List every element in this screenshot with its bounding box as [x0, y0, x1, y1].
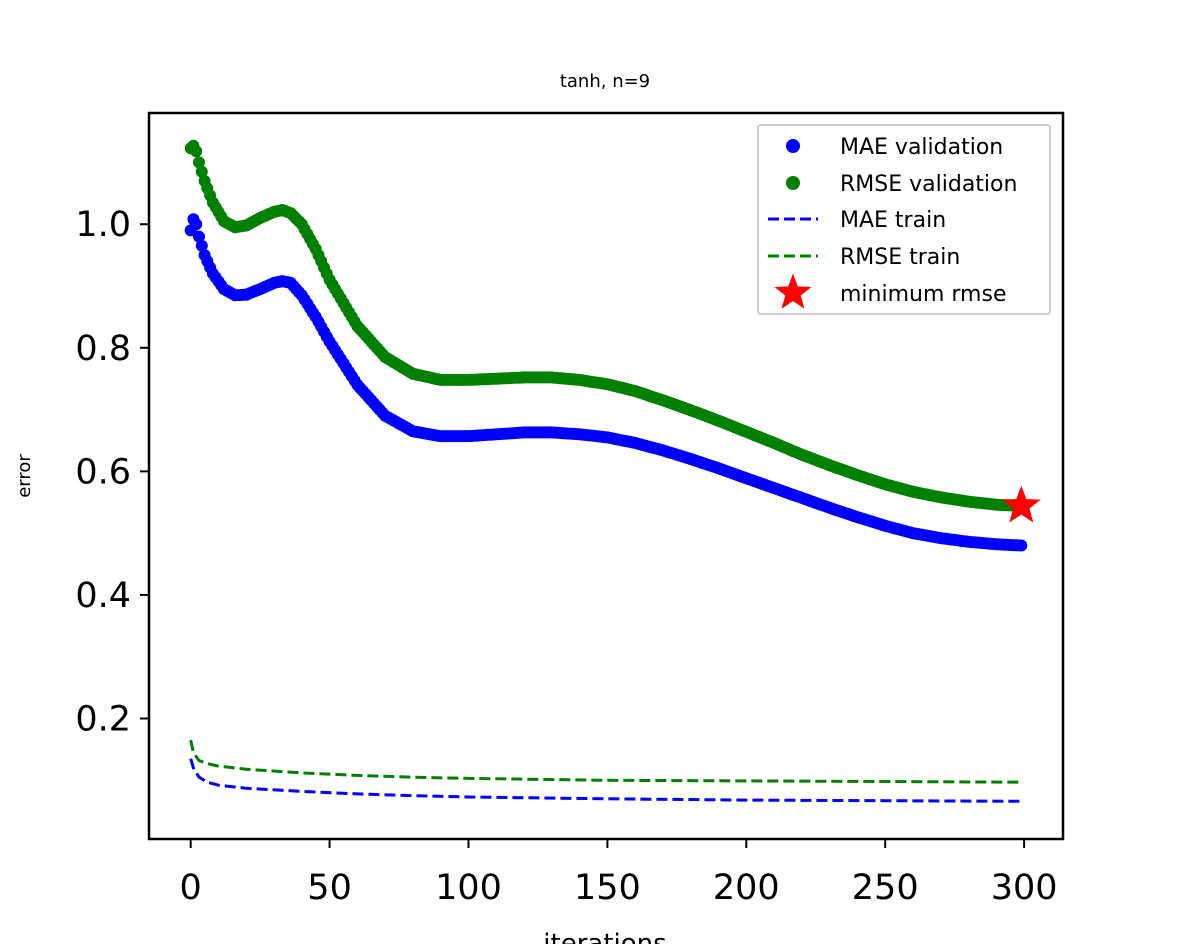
- y-tick-label: 0.8: [75, 329, 131, 369]
- y-tick-label: 0.4: [75, 576, 131, 616]
- axes-frame: [147, 111, 1065, 841]
- legend: MAE validation RMSE validation MAE train RM…: [757, 124, 1051, 315]
- x-tick-label: 200: [713, 868, 780, 908]
- minimum-rmse-star: [1001, 485, 1041, 523]
- series-rmse-train: [189, 739, 1022, 784]
- legend-entry-label: RMSE train: [840, 245, 960, 270]
- chart-title: tanh, n=9: [560, 71, 650, 92]
- y-tick-label: 1.0: [75, 205, 131, 245]
- series-rmse-validation: [184, 139, 1028, 512]
- x-tick-label: 0: [180, 868, 202, 908]
- y-tick-label: 0.6: [75, 452, 131, 492]
- x-tick-label: 300: [991, 868, 1058, 908]
- y-axis-label: error: [14, 454, 35, 498]
- series-mae-validation: [184, 213, 1028, 552]
- data-point: [1015, 539, 1028, 552]
- x-tick-label: 250: [852, 868, 919, 908]
- x-axis: 0 50 100 150 200 250 300: [180, 839, 1058, 908]
- data-point: [195, 165, 208, 178]
- x-tick-label: 50: [307, 868, 352, 908]
- x-axis-label: iterations: [543, 929, 666, 944]
- legend-marker: [786, 139, 800, 153]
- series-mae-train: [189, 758, 1022, 803]
- x-tick-label: 100: [435, 868, 502, 908]
- data-point: [190, 218, 203, 231]
- y-axis: 0.2 0.4 0.6 0.8 1.0: [75, 205, 149, 740]
- legend-marker: [786, 176, 800, 190]
- legend-entry-label: RMSE validation: [840, 172, 1017, 197]
- x-tick-label: 150: [574, 868, 641, 908]
- legend-marker: [774, 273, 812, 309]
- plot-area: [184, 139, 1041, 803]
- data-point: [190, 145, 203, 158]
- data-point: [193, 156, 205, 169]
- legend-entry-label: MAE train: [840, 208, 946, 233]
- legend-box: [757, 124, 1051, 315]
- legend-entry-label: MAE validation: [840, 135, 1003, 160]
- y-tick-label: 0.2: [75, 700, 131, 740]
- data-point: [195, 239, 208, 252]
- legend-entry-label: minimum rmse: [840, 282, 1006, 307]
- data-point: [193, 230, 205, 243]
